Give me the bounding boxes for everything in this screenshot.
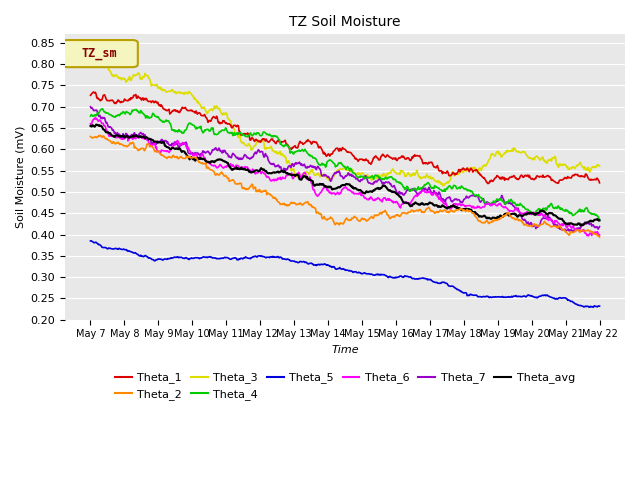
Title: TZ Soil Moisture: TZ Soil Moisture bbox=[289, 15, 401, 29]
Theta_1 bbox=[422, 160, 430, 166]
Theta_5 bbox=[86, 238, 94, 244]
Y-axis label: Soil Moisture (mV): Soil Moisture (mV) bbox=[15, 126, 25, 228]
Theta_3 bbox=[149, 82, 157, 87]
Theta_6 bbox=[200, 155, 208, 161]
Theta_3 bbox=[86, 60, 94, 66]
Theta_1 bbox=[97, 98, 104, 104]
Legend: Theta_1, Theta_2, Theta_3, Theta_4, Theta_5, Theta_6, Theta_7, Theta_avg: Theta_1, Theta_2, Theta_3, Theta_4, Thet… bbox=[111, 368, 579, 404]
X-axis label: Time: Time bbox=[332, 345, 359, 355]
Theta_avg bbox=[596, 217, 604, 223]
Theta_5 bbox=[149, 257, 157, 263]
Theta_1 bbox=[86, 92, 94, 98]
Theta_4 bbox=[86, 113, 94, 119]
Line: Theta_avg: Theta_avg bbox=[90, 125, 600, 226]
Theta_2 bbox=[422, 206, 430, 212]
Theta_4 bbox=[99, 106, 106, 111]
Line: Theta_1: Theta_1 bbox=[90, 92, 600, 183]
Theta_6 bbox=[86, 121, 94, 127]
Theta_3 bbox=[90, 55, 98, 60]
Theta_avg bbox=[408, 203, 415, 208]
Text: TZ_sm: TZ_sm bbox=[82, 47, 118, 60]
Theta_1 bbox=[149, 98, 157, 104]
Theta_avg bbox=[577, 223, 584, 228]
Theta_1 bbox=[228, 124, 236, 130]
Theta_2 bbox=[86, 134, 94, 140]
Theta_4 bbox=[228, 130, 236, 135]
Theta_avg bbox=[200, 156, 208, 162]
Theta_6 bbox=[584, 233, 592, 239]
Theta_2 bbox=[95, 132, 103, 138]
Theta_2 bbox=[596, 234, 604, 240]
Theta_5 bbox=[87, 238, 95, 244]
Theta_6 bbox=[97, 118, 104, 124]
Theta_7 bbox=[406, 187, 414, 192]
Theta_6 bbox=[228, 163, 236, 168]
Theta_avg bbox=[92, 122, 100, 128]
Theta_3 bbox=[422, 173, 430, 179]
Theta_3 bbox=[200, 106, 208, 111]
FancyBboxPatch shape bbox=[62, 40, 138, 67]
Theta_3 bbox=[228, 121, 236, 127]
Theta_7 bbox=[596, 224, 604, 229]
Theta_7 bbox=[96, 112, 104, 118]
Theta_1 bbox=[596, 180, 604, 186]
Theta_5 bbox=[589, 304, 597, 310]
Theta_7 bbox=[148, 140, 156, 145]
Theta_4 bbox=[596, 216, 604, 222]
Theta_1 bbox=[408, 157, 415, 163]
Theta_2 bbox=[408, 207, 415, 213]
Theta_6 bbox=[149, 142, 157, 147]
Theta_5 bbox=[200, 254, 208, 260]
Theta_7 bbox=[570, 229, 577, 235]
Theta_2 bbox=[200, 160, 208, 166]
Theta_1 bbox=[484, 180, 492, 186]
Line: Theta_7: Theta_7 bbox=[90, 107, 600, 232]
Theta_3 bbox=[439, 183, 447, 189]
Theta_2 bbox=[97, 132, 104, 138]
Theta_2 bbox=[228, 178, 236, 183]
Theta_4 bbox=[149, 110, 157, 116]
Theta_3 bbox=[408, 172, 415, 178]
Theta_avg bbox=[149, 137, 157, 143]
Theta_avg bbox=[422, 201, 430, 207]
Theta_5 bbox=[97, 242, 104, 248]
Line: Theta_2: Theta_2 bbox=[90, 135, 600, 237]
Theta_7 bbox=[422, 185, 429, 191]
Theta_7 bbox=[86, 104, 94, 109]
Theta_6 bbox=[596, 232, 604, 238]
Theta_5 bbox=[408, 275, 415, 280]
Line: Theta_5: Theta_5 bbox=[90, 241, 600, 307]
Theta_4 bbox=[96, 108, 104, 114]
Theta_3 bbox=[97, 61, 104, 67]
Theta_4 bbox=[200, 129, 208, 134]
Theta_7 bbox=[227, 155, 234, 160]
Theta_avg bbox=[97, 123, 104, 129]
Line: Theta_3: Theta_3 bbox=[90, 58, 600, 186]
Line: Theta_6: Theta_6 bbox=[90, 118, 600, 236]
Theta_2 bbox=[149, 144, 157, 150]
Theta_5 bbox=[228, 256, 236, 262]
Theta_7 bbox=[200, 149, 207, 155]
Theta_5 bbox=[596, 303, 604, 309]
Theta_4 bbox=[422, 181, 430, 187]
Theta_6 bbox=[422, 189, 430, 195]
Line: Theta_4: Theta_4 bbox=[90, 108, 600, 219]
Theta_6 bbox=[92, 115, 99, 120]
Theta_avg bbox=[86, 123, 94, 129]
Theta_6 bbox=[408, 199, 415, 204]
Theta_1 bbox=[200, 112, 208, 118]
Theta_4 bbox=[408, 187, 415, 192]
Theta_3 bbox=[596, 163, 604, 169]
Theta_5 bbox=[422, 276, 430, 282]
Theta_avg bbox=[228, 166, 236, 172]
Theta_1 bbox=[90, 89, 97, 95]
